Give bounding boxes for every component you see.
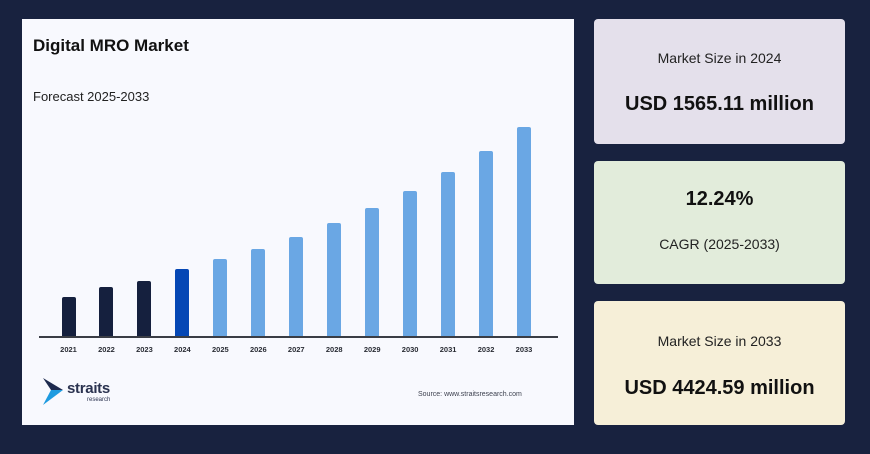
card-label: Market Size in 2024 <box>657 50 782 66</box>
bar-2032 <box>479 150 494 336</box>
card-value: USD 1565.11 million <box>625 93 814 115</box>
bar-2033 <box>517 127 532 336</box>
bar-2030 <box>403 191 418 336</box>
bar-2028 <box>327 223 342 336</box>
bar-2024 <box>175 268 190 336</box>
bar-2031 <box>441 172 456 336</box>
market-size-2024-card: Market Size in 2024 USD 1565.11 million <box>594 19 845 144</box>
source-note: Source: www.straitsresearch.com <box>418 391 522 398</box>
x-tick-label: 2030 <box>401 345 419 354</box>
x-tick-label: 2028 <box>325 345 343 354</box>
card-label: CAGR (2025-2033) <box>659 236 780 252</box>
bar-2025 <box>213 259 228 336</box>
x-tick-label: 2024 <box>174 345 191 354</box>
x-tick-label: 2022 <box>98 345 115 354</box>
straits-chevron-icon <box>43 378 63 405</box>
bar-chart-plot: 2021 2022 2023 2024 2025 2026 2027 2028 2029 2030… <box>22 19 574 425</box>
x-tick-label: 2033 <box>515 345 533 354</box>
x-tick-label: 2031 <box>439 345 457 354</box>
bar-2026 <box>251 248 266 336</box>
straits-research-logo: straits research <box>43 378 133 408</box>
logo-name: straits <box>67 380 110 397</box>
chart-title: Digital MRO Market <box>33 36 189 55</box>
x-tick-label: 2032 <box>477 345 495 354</box>
x-tick-label: 2027 <box>287 345 305 354</box>
bar-2027 <box>289 236 304 336</box>
x-tick-label: 2025 <box>211 345 229 354</box>
chart-subtitle: Forecast 2025-2033 <box>33 89 150 104</box>
x-axis-line <box>39 336 558 338</box>
x-tick-label: 2023 <box>136 345 153 354</box>
card-value: USD 4424.59 million <box>624 377 815 399</box>
bar-2029 <box>365 208 380 336</box>
logo-subtext: research <box>87 397 111 403</box>
x-tick-label: 2029 <box>363 345 381 354</box>
bar-2022 <box>99 287 114 336</box>
cagr-card: 12.24% CAGR (2025-2033) <box>594 161 845 284</box>
bar-2021 <box>61 297 76 336</box>
card-value: 12.24% <box>685 188 754 210</box>
x-tick-label: 2021 <box>60 345 77 354</box>
card-label: Market Size in 2033 <box>657 333 782 349</box>
x-tick-label: 2026 <box>249 345 267 354</box>
market-size-2033-card: Market Size in 2033 USD 4424.59 million <box>594 301 845 425</box>
chart-panel: Digital MRO Market Forecast 2025-2033 20… <box>22 19 574 425</box>
bar-2023 <box>137 281 152 336</box>
